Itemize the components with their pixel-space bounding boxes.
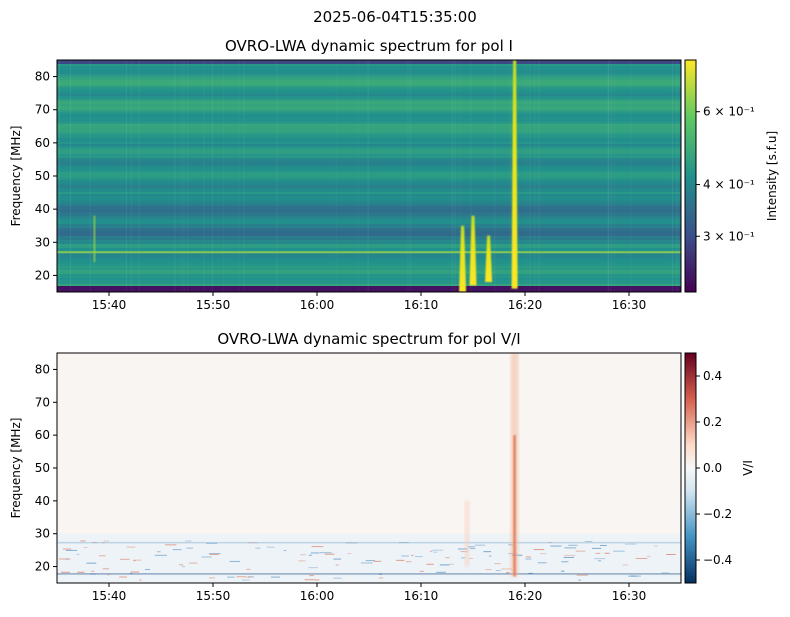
y-tick-label: 30 bbox=[35, 235, 50, 249]
colorbar bbox=[684, 59, 697, 293]
x-tick-label: 15:50 bbox=[196, 298, 231, 312]
colorbar-tick-label: −0.4 bbox=[703, 553, 732, 567]
x-tick-label: 16:10 bbox=[404, 298, 439, 312]
y-tick-label: 80 bbox=[35, 70, 50, 84]
panel-pol-vi: OVRO-LWA dynamic spectrum for pol V/I 15:… bbox=[9, 330, 755, 603]
colorbar-tick-label: 3 × 10⁻¹ bbox=[703, 229, 755, 243]
figure-suptitle: 2025-06-04T15:35:00 bbox=[313, 8, 477, 26]
y-tick-label: 50 bbox=[35, 461, 50, 475]
y-tick-label: 60 bbox=[35, 136, 50, 150]
x-tick-label: 15:40 bbox=[92, 589, 127, 603]
x-tick-label: 16:20 bbox=[508, 298, 543, 312]
colorbar-tick-label: 0.4 bbox=[703, 369, 722, 383]
y-axis-label: Frequency [MHz] bbox=[9, 418, 23, 519]
x-tick-label: 16:00 bbox=[300, 589, 335, 603]
y-tick-label: 20 bbox=[35, 268, 50, 282]
y-tick-label: 80 bbox=[35, 362, 50, 376]
y-tick-label: 20 bbox=[35, 560, 50, 574]
y-tick-label: 30 bbox=[35, 527, 50, 541]
x-tick-label: 15:50 bbox=[196, 589, 231, 603]
x-tick-label: 15:40 bbox=[92, 298, 127, 312]
burst-mark bbox=[469, 215, 477, 286]
rfi-line bbox=[57, 251, 681, 254]
burst-mark bbox=[459, 225, 467, 292]
burst-mark bbox=[511, 60, 518, 289]
panel-title: OVRO-LWA dynamic spectrum for pol V/I bbox=[217, 330, 520, 348]
y-tick-label: 40 bbox=[35, 202, 50, 216]
y-tick-label: 70 bbox=[35, 103, 50, 117]
colorbar-tick-label: 0.2 bbox=[703, 415, 722, 429]
y-tick-label: 60 bbox=[35, 428, 50, 442]
colorbar bbox=[684, 352, 697, 584]
colorbar-tick-label: −0.2 bbox=[703, 507, 732, 521]
y-tick-label: 50 bbox=[35, 169, 50, 183]
panel-pol-i: OVRO-LWA dynamic spectrum for pol I 15:40… bbox=[9, 37, 779, 312]
vi-burst-mark bbox=[513, 435, 517, 577]
colorbar-tick-label: 4 × 10⁻¹ bbox=[703, 178, 755, 192]
x-tick-label: 16:10 bbox=[404, 589, 439, 603]
colorbar-label: V/I bbox=[741, 460, 755, 476]
heatmap-image bbox=[57, 353, 681, 583]
x-tick-label: 16:30 bbox=[612, 298, 647, 312]
y-axis-label: Frequency [MHz] bbox=[9, 126, 23, 227]
y-tick-label: 70 bbox=[35, 395, 50, 409]
y-tick-label: 40 bbox=[35, 494, 50, 508]
colorbar-tick-label: 0.0 bbox=[703, 461, 722, 475]
x-tick-label: 16:00 bbox=[300, 298, 335, 312]
vi-faint-burst bbox=[464, 500, 470, 567]
colorbar-tick-label: 6 × 10⁻¹ bbox=[703, 105, 755, 119]
minor-burst bbox=[93, 215, 96, 263]
heatmap-image bbox=[57, 60, 681, 292]
x-tick-label: 16:20 bbox=[508, 589, 543, 603]
burst-mark bbox=[485, 235, 493, 283]
panel-title: OVRO-LWA dynamic spectrum for pol I bbox=[225, 37, 513, 55]
x-tick-label: 16:30 bbox=[612, 589, 647, 603]
colorbar-label: Intensity [s.f.u] bbox=[765, 131, 779, 221]
